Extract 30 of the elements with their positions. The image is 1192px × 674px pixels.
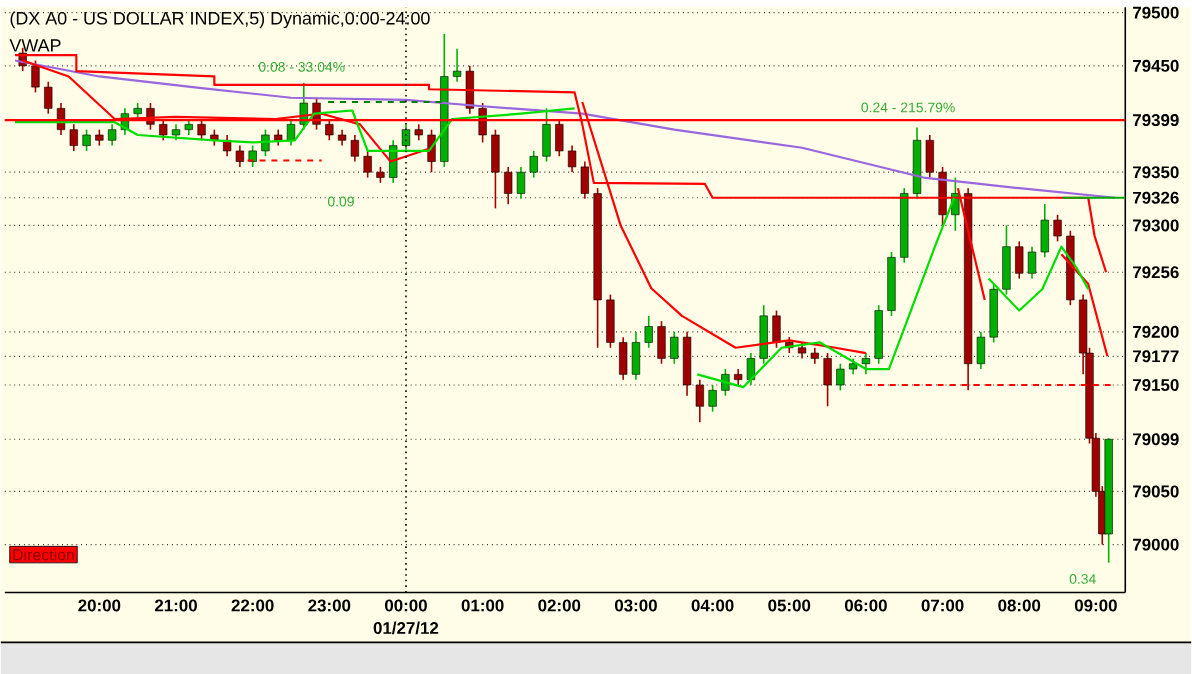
x-tick-label: 06:00 — [844, 599, 887, 612]
y-tick-label: 79177 — [1133, 350, 1179, 363]
x-tick-label: 20:00 — [78, 599, 121, 612]
y-tick-label: 79450 — [1133, 59, 1179, 72]
y-tick-label: 79399 — [1133, 113, 1179, 126]
x-tick-label: 03:00 — [614, 599, 657, 612]
y-tick-label: 79200 — [1133, 325, 1179, 338]
y-tick-label: 79050 — [1133, 485, 1179, 498]
y-tick-label: 79000 — [1133, 538, 1179, 551]
y-tick-label: 79350 — [1133, 166, 1179, 179]
text: 01/27/12 — [373, 621, 439, 635]
y-tick-label: 79150 — [1133, 378, 1179, 391]
y-tick-label: 79256 — [1133, 266, 1179, 279]
x-tick-label: 23:00 — [308, 599, 351, 612]
x-tick-label: 00:00 — [385, 599, 427, 612]
x-tick-label: 02:00 — [538, 599, 581, 612]
chart-title: (DX A0 - US DOLLAR INDEX,5) Dynamic,0:00-24:00 — [10, 11, 430, 28]
y-tick-label: 79099 — [1133, 433, 1179, 446]
x-tick-label: 05:00 — [768, 599, 811, 612]
x-tick-label: 21:00 — [154, 599, 197, 612]
y-tick-label: 79326 — [1133, 191, 1179, 204]
x-tick-label: 09:00 — [1074, 599, 1117, 612]
x-tick-label: 07:00 — [921, 599, 964, 612]
x-tick-label: 08:00 — [998, 599, 1041, 612]
y-tick-label: 79500 — [1133, 6, 1179, 19]
x-tick-label: 01:00 — [461, 599, 504, 612]
y-tick-label: 79300 — [1133, 219, 1179, 232]
series-label: VWAP — [9, 39, 61, 52]
x-tick-label: 22:00 — [231, 599, 274, 612]
x-tick-label: 04:00 — [691, 599, 734, 612]
